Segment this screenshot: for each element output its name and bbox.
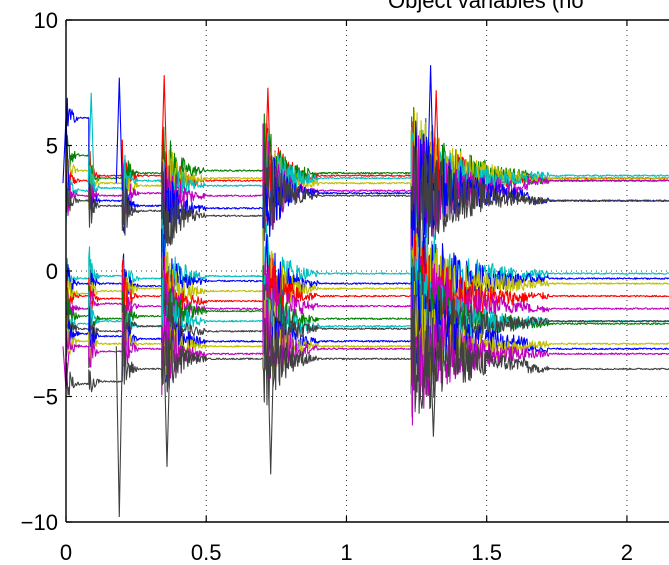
- series-spike: [267, 346, 275, 475]
- series-spike: [160, 75, 168, 191]
- series-spike: [264, 87, 272, 191]
- series-spike: [427, 65, 435, 191]
- series-line: [65, 121, 669, 243]
- series-spike: [115, 77, 123, 191]
- y-tick-label: −10: [21, 510, 58, 535]
- series-line: [65, 267, 669, 397]
- tick-labels: 0 0.5 1 1.5 2 10 5 0 −5 −10: [21, 8, 633, 565]
- series-line: [65, 294, 669, 414]
- series-spike: [432, 90, 440, 191]
- x-tick-label: 0.5: [191, 540, 222, 565]
- series-spike: [115, 346, 123, 518]
- series-spike: [163, 346, 171, 467]
- axis-box: [65, 19, 669, 523]
- x-tick-label: 0: [60, 540, 72, 565]
- y-tick-label: 0: [46, 259, 58, 284]
- series-spike: [87, 92, 95, 191]
- series-spike: [429, 346, 437, 437]
- series-line: [65, 282, 669, 426]
- grid-lines: [66, 20, 669, 522]
- x-tick-label: 1.5: [471, 540, 502, 565]
- series-line: [65, 254, 669, 395]
- x-tick-label: 2: [621, 540, 633, 565]
- series-lines: [62, 65, 669, 518]
- y-tick-label: 10: [34, 8, 58, 33]
- series-line: [65, 123, 669, 251]
- series-line: [65, 228, 669, 349]
- chart-title: Object variables (no: [388, 0, 584, 13]
- y-tick-label: −5: [33, 385, 58, 410]
- series-line: [65, 107, 669, 241]
- y-tick-label: 5: [46, 134, 58, 159]
- series-line: [65, 218, 669, 343]
- x-tick-label: 1: [340, 540, 352, 565]
